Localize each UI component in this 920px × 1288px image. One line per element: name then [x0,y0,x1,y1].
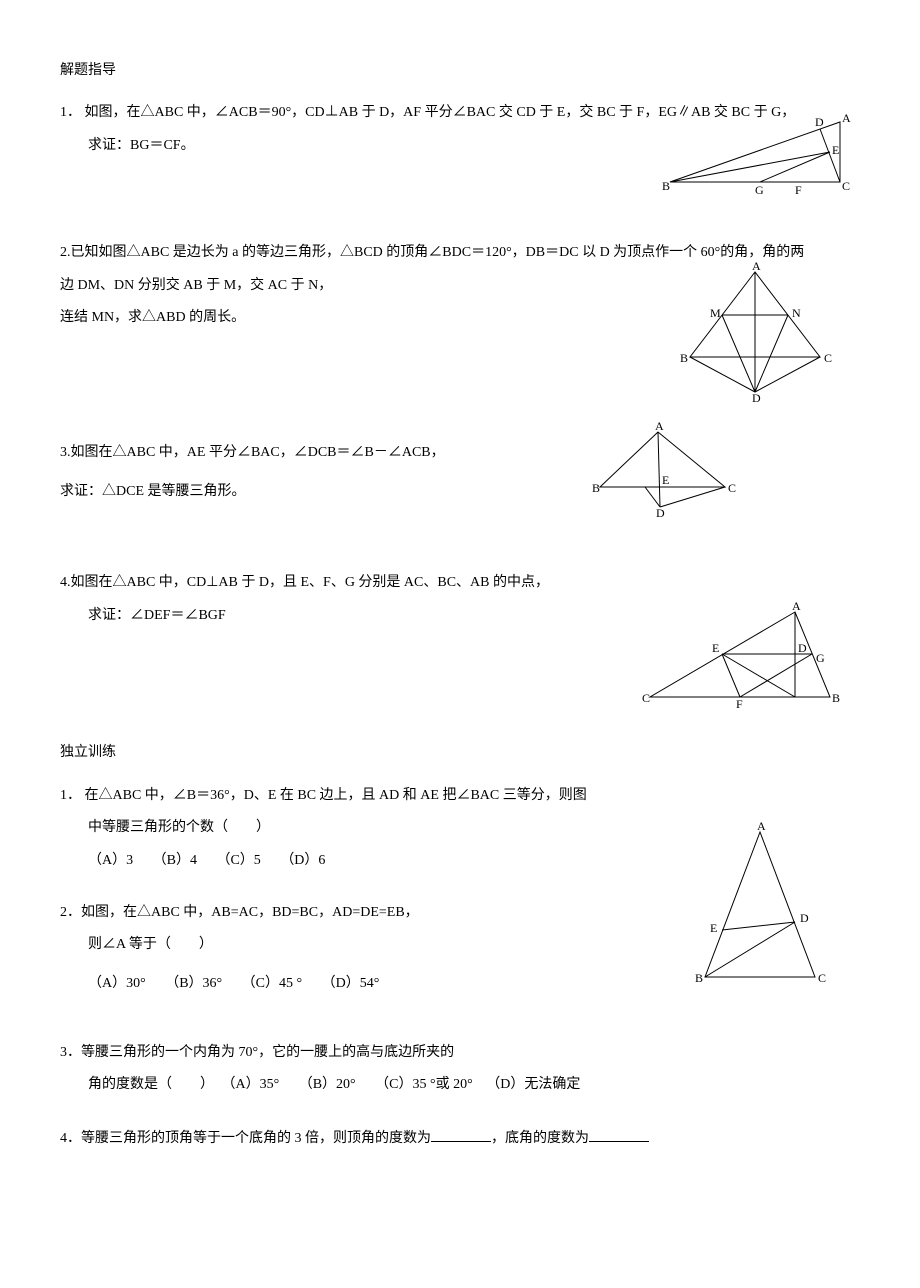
p1-label-F: F [795,183,802,197]
pp4-part1: 4．等腰三角形的顶角等于一个底角的 3 倍，则顶角的度数为 [60,1131,431,1146]
pp4-blank2 [589,1127,649,1142]
pp4-part2: ，底角的度数为 [491,1131,589,1146]
guide-problem-1: 1． 如图，在△ABC 中，∠ACB＝90°，CD⊥AB 于 D，AF 平分∠B… [60,102,860,212]
p3-label-E: E [662,473,669,487]
p1-label-B: B [662,179,670,193]
guide-problem-4: 4.如图在△ABC 中，CD⊥AB 于 D，且 E、F、G 分别是 AC、BC、… [60,572,860,712]
pp2-label-A: A [757,822,766,833]
pp2-choice-d: （D）54° [322,976,380,991]
p3-line2: 求证：△DCE 是等腰三角形。 [60,481,860,503]
guide-section-title: 解题指导 [60,60,860,82]
practice-problem-4: 4．等腰三角形的顶角等于一个底角的 3 倍，则顶角的度数为 ，底角的度数为 [60,1127,860,1150]
pp1-choice-c: （C）5 [216,853,260,868]
p3-label-B: B [592,481,600,495]
p4-line1: 4.如图在△ABC 中，CD⊥AB 于 D，且 E、F、G 分别是 AC、BC、… [60,572,860,594]
pp2-label-E: E [710,921,717,935]
p3-line1: 3.如图在△ABC 中，AE 平分∠BAC，∠DCB＝∠B－∠ACB， [60,442,860,464]
pp3-choice-a: （A）35° [222,1077,280,1092]
p1-label-E: E [832,143,839,157]
p4-label-F: F [736,697,743,711]
pp1-choice-a: （A）3 [88,853,133,868]
pp2-choice-b: （B）36° [165,976,222,991]
p2-label-N: N [792,306,801,320]
pp3-choice-b: （B）20° [299,1077,356,1092]
pp3-line1: 3．等腰三角形的一个内角为 70°，它的一腰上的高与底边所夹的 [60,1042,860,1064]
p2-label-C: C [824,351,832,365]
pp2-label-B: B [695,971,703,985]
p2-label-A: A [752,262,761,273]
pp1-choice-d: （D）6 [280,853,325,868]
guide-problem-3: 3.如图在△ABC 中，AE 平分∠BAC，∠DCB＝∠B－∠ACB， 求证：△… [60,442,860,542]
pp2-choice-a: （A）30° [88,976,146,991]
pp2-label-D: D [800,911,809,925]
p3-label-C: C [728,481,736,495]
p1-label-A: A [842,112,851,125]
p4-figure: A B C D E F G [640,602,850,712]
pp3-line2: 角的度数是（ ） （A）35° （B）20° （C）35 °或 20° （D）无… [60,1074,860,1096]
p3-figure: A B C D E [590,422,740,517]
p4-label-D: D [798,641,807,655]
pp1-choice-b: （B）4 [153,853,197,868]
p2-figure: A B C D M N [670,262,840,402]
p1-label-D: D [815,115,824,129]
pp3-choice-d: （D）无法确定 [486,1077,580,1092]
p4-label-E: E [712,641,719,655]
p4-label-G: G [816,651,825,665]
pp4-line: 4．等腰三角形的顶角等于一个底角的 3 倍，则顶角的度数为 ，底角的度数为 [60,1127,860,1150]
p4-label-B: B [832,691,840,705]
p4-label-A: A [792,602,801,613]
p1-label-C: C [842,179,850,193]
p4-label-C: C [642,691,650,705]
pp1-line1: 1． 在△ABC 中，∠B＝36°，D、E 在 BC 边上，且 AD 和 AE … [60,785,860,807]
practice-problem-2: 2．如图，在△ABC 中，AB=AC，BD=BC，AD=DE=EB， 则∠A 等… [60,902,860,1012]
pp3-choice-c: （C）35 °或 20° [375,1077,473,1092]
pp2-label-C: C [818,971,826,985]
guide-problem-2: 2.已知如图△ABC 是边长为 a 的等边三角形，△BCD 的顶角∠BDC＝12… [60,242,860,402]
pp2-figure: A B C D E [680,822,830,987]
p2-label-M: M [710,306,721,320]
p3-label-D: D [656,506,665,517]
p3-label-A: A [655,422,664,433]
p1-figure: A B C D E F G [660,112,860,202]
practice-problem-3: 3．等腰三角形的一个内角为 70°，它的一腰上的高与底边所夹的 角的度数是（ ）… [60,1042,860,1097]
practice-section-title: 独立训练 [60,742,860,764]
p2-label-D: D [752,391,761,402]
p1-label-G: G [755,183,764,197]
p2-label-B: B [680,351,688,365]
pp2-choice-c: （C）45 ° [242,976,302,991]
pp3-line2-prefix: 角的度数是（ ） [88,1077,214,1092]
pp4-blank1 [431,1127,491,1142]
